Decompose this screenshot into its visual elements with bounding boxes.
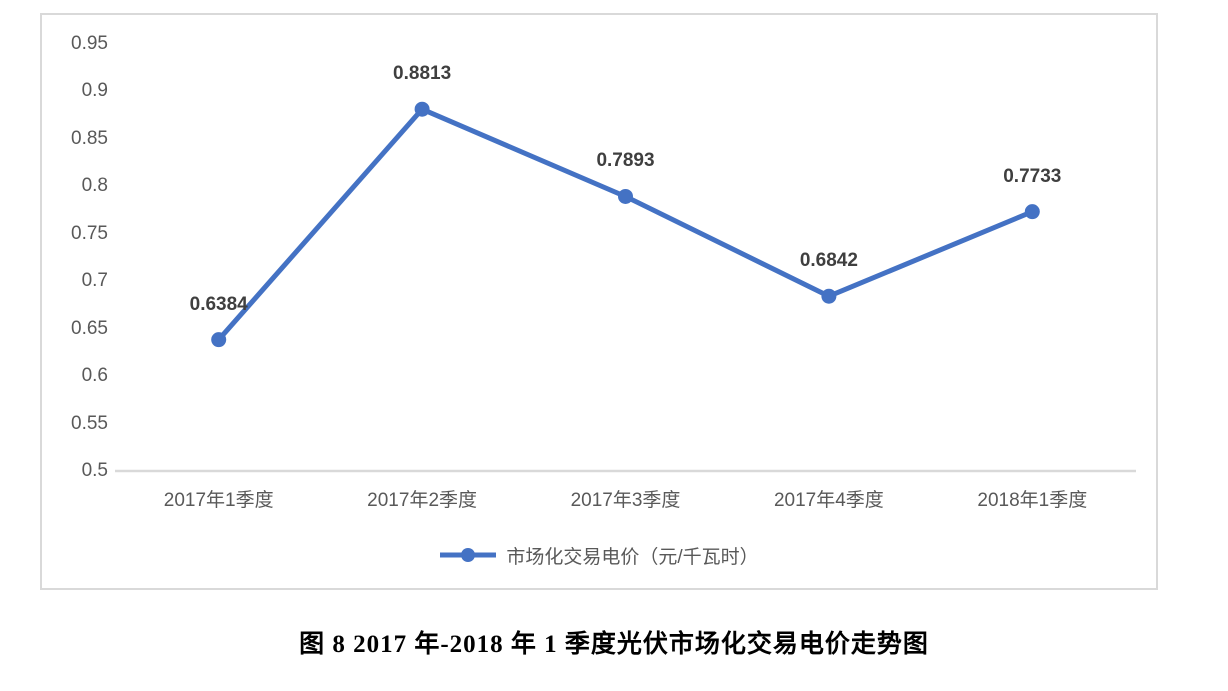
x-axis-label: 2017年2季度 <box>367 490 478 511</box>
chart-area: 0.5 0.55 0.6 0.65 0.7 0.75 0.8 0.85 0.9 0.95 2017… <box>40 13 1158 590</box>
y-axis-tick-label: 0.55 <box>71 412 108 434</box>
x-axis-label: 2018年1季度 <box>977 490 1088 511</box>
data-label: 0.6842 <box>799 250 858 272</box>
x-axis-label: 2017年4季度 <box>773 490 884 511</box>
data-point-marker <box>821 288 837 304</box>
y-axis-tick-label: 0.65 <box>71 317 108 339</box>
data-point-marker <box>1024 204 1040 220</box>
line-chart <box>115 101 1136 473</box>
data-point-marker <box>211 332 227 348</box>
data-label: 0.8813 <box>393 63 452 85</box>
data-label: 0.6384 <box>189 293 248 315</box>
legend-label: 市场化交易电价（元/千瓦时） <box>506 546 759 568</box>
series-line <box>216 106 1035 343</box>
y-axis-tick-label: 0.85 <box>71 127 108 149</box>
y-axis-tick-label: 0.9 <box>81 80 108 102</box>
y-axis-tick-label: 0.6 <box>81 365 108 387</box>
y-axis-tick-label: 0.5 <box>81 460 108 481</box>
legend-line-marker-icon <box>440 548 497 562</box>
data-point-marker <box>618 188 633 204</box>
figure-caption: 图 8 2017 年-2018 年 1 季度光伏市场化交易电价走势图 <box>299 631 929 658</box>
data-label: 0.7733 <box>1003 165 1062 187</box>
x-axis-label: 2017年3季度 <box>570 490 681 511</box>
y-axis-tick-label: 0.7 <box>81 270 108 292</box>
y-axis-tick-label: 0.75 <box>71 222 108 244</box>
legend: 市场化交易电价（元/千瓦时） <box>42 542 1156 568</box>
data-label: 0.7893 <box>596 150 655 172</box>
data-point-marker <box>414 101 430 117</box>
y-axis-tick-label: 0.8 <box>81 175 108 197</box>
y-axis-tick-label: 0.95 <box>71 33 108 54</box>
x-axis-label: 2017年1季度 <box>163 490 274 511</box>
